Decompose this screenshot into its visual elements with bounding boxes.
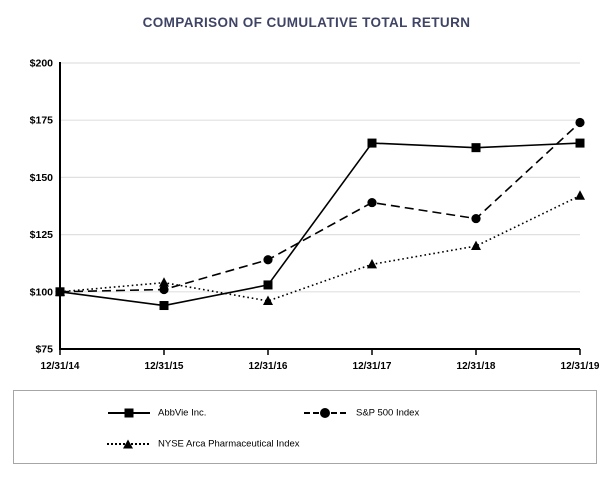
circle-marker: [367, 197, 377, 208]
nyse-arca-line-sample: [107, 437, 149, 451]
circle-marker: [471, 213, 481, 224]
square-marker-icon: [124, 408, 134, 418]
square-marker: [263, 280, 273, 290]
triangle-marker-icon: [123, 439, 133, 449]
circle-marker-icon: [320, 408, 330, 418]
square-marker: [471, 143, 481, 153]
abbvie-line-sample: [108, 406, 150, 420]
circle-marker: [263, 255, 273, 265]
series-line-triangle: [59, 194, 581, 302]
x-tick-label: 12/31/15: [145, 361, 184, 372]
y-tick-label: $75: [35, 344, 53, 356]
y-tick-label: $200: [30, 58, 54, 70]
sp500-line-sample: [304, 406, 346, 420]
legend-label-abbvie: AbbVie Inc.: [158, 407, 207, 419]
square-marker: [575, 138, 585, 148]
circle-marker: [575, 117, 585, 128]
chart-title: COMPARISON OF CUMULATIVE TOTAL RETURN: [142, 15, 471, 30]
triangle-marker: [367, 258, 377, 269]
circle-marker: [159, 284, 169, 295]
x-tick-label: 12/31/18: [457, 361, 496, 372]
y-tick-label: $125: [30, 229, 54, 241]
chart-legend: AbbVie Inc. S&P 500 Index NYSE Arca Phar…: [13, 390, 597, 464]
square-marker: [367, 138, 377, 148]
y-tick-label: $150: [30, 172, 54, 184]
legend-label-nyse-arca: NYSE Arca Pharmaceutical Index: [158, 438, 300, 450]
y-tick-label: $175: [30, 115, 54, 127]
series-line-square: [59, 142, 581, 307]
triangle-marker: [263, 295, 273, 305]
total-return-line-chart: 12/31/14 12/31/15 12/31/16 12/31/17 12/31/18…: [30, 58, 600, 373]
triangle-marker: [575, 190, 585, 200]
series-line-circle: [59, 121, 581, 293]
x-tick-label: 12/31/19: [561, 361, 600, 372]
legend-label-sp500: S&P 500 Index: [356, 407, 420, 419]
y-tick-label: $100: [30, 286, 54, 298]
x-tick-label: 12/31/16: [249, 361, 288, 372]
square-marker: [159, 301, 169, 311]
triangle-marker: [55, 286, 65, 296]
triangle-marker: [471, 240, 481, 251]
x-tick-label: 12/31/14: [41, 361, 80, 372]
x-tick-label: 12/31/17: [353, 361, 392, 372]
triangle-marker: [159, 277, 169, 287]
